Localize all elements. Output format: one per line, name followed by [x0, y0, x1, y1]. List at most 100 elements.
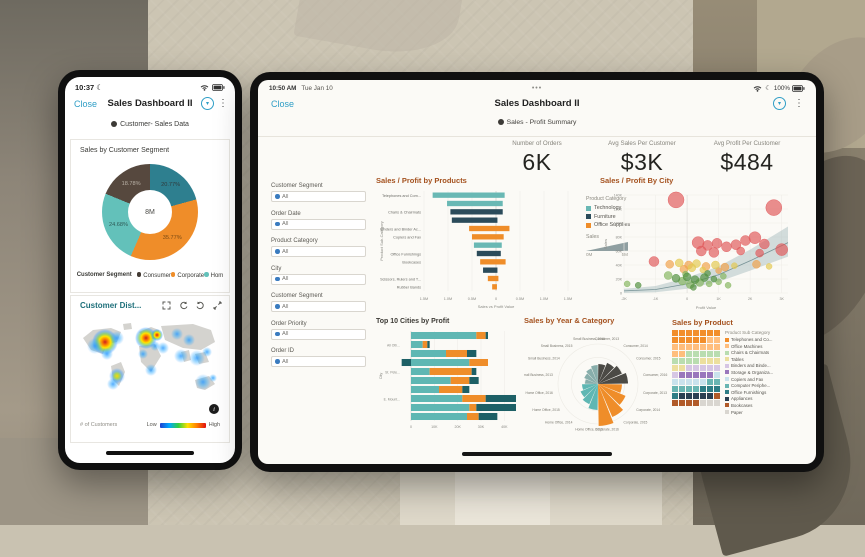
svg-text:Sales vs Profit Value: Sales vs Profit Value: [478, 304, 515, 309]
svg-text:City: City: [379, 373, 383, 380]
waffle-cell: [707, 372, 713, 378]
legend-item[interactable]: Hom: [204, 272, 223, 279]
offline-sync-icon[interactable]: ▾: [201, 97, 214, 110]
waffle-cell: [707, 386, 713, 392]
filter-city[interactable]: City All: [271, 266, 366, 285]
svg-text:40K: 40K: [616, 263, 623, 267]
close-button[interactable]: Close: [271, 99, 295, 109]
waffle-cell: [714, 337, 720, 343]
filter-customer-segment[interactable]: Customer Segment All: [271, 183, 366, 202]
svg-text:0: 0: [686, 297, 688, 301]
datasource-label: Sales - Profit Summary: [258, 119, 816, 126]
svg-text:Home Office, 2013: Home Office, 2013: [575, 427, 603, 431]
info-button[interactable]: i: [209, 404, 219, 414]
legend-item[interactable]: Binders and Binde...: [725, 363, 791, 368]
legend-item[interactable]: Technology: [586, 205, 640, 211]
svg-text:0.5M: 0.5M: [516, 297, 524, 301]
size-ramp: [586, 242, 628, 251]
waffle-cell: [707, 365, 713, 371]
expand-icon[interactable]: [162, 301, 171, 310]
legend-item[interactable]: Chairs & Chairmats: [725, 350, 791, 355]
waffle-cell: [693, 379, 699, 385]
legend-item[interactable]: Paper: [725, 410, 791, 415]
legend-item[interactable]: Furniture: [586, 214, 640, 220]
top10-cities-chart[interactable]: Top 10 Cities by Profit 0 10K 20K 30K 40K All…: [376, 318, 524, 438]
filter-order-priority[interactable]: Order Priority All: [271, 321, 366, 340]
kpi-label: Avg Sales Per Customer: [608, 140, 676, 147]
close-button[interactable]: Close: [74, 99, 98, 109]
waffle-cell: [700, 379, 706, 385]
dnd-moon-icon: ☾: [765, 85, 771, 92]
donut-segment-label: 18.78%: [121, 180, 141, 187]
offline-sync-icon[interactable]: ▾: [773, 97, 786, 110]
filter-product-category[interactable]: Product Category All: [271, 238, 366, 257]
waffle-cell: [693, 372, 699, 378]
svg-text:1.0M: 1.0M: [444, 297, 452, 301]
home-indicator[interactable]: [462, 452, 612, 456]
svg-text:Consumer, 2015: Consumer, 2015: [636, 357, 660, 361]
svg-text:0: 0: [620, 291, 622, 295]
size-legend-title: Sales: [586, 234, 599, 240]
sales-by-product-waffle[interactable]: Sales by Product Product Sub Category Te…: [672, 318, 798, 436]
radial-year-category-chart[interactable]: Sales by Year & Category Consumer, 2013 C…: [521, 316, 672, 438]
legend-item[interactable]: Office Machines: [725, 344, 791, 349]
svg-text:-2K: -2K: [621, 297, 627, 301]
legend-title: Product Category: [586, 196, 627, 202]
donut-chart[interactable]: 8M 20.77% 35.77% 24.68% 18.78%: [102, 164, 198, 260]
svg-text:Small Business, 2015: Small Business, 2015: [541, 344, 573, 348]
datasource-icon: [111, 121, 118, 127]
waffle-cell: [679, 379, 685, 385]
waffle-cell: [686, 351, 692, 357]
svg-text:Home Office, 2016: Home Office, 2016: [525, 391, 553, 395]
legend-item[interactable]: Storage & Organiza...: [725, 370, 791, 375]
svg-text:2K: 2K: [748, 297, 753, 301]
waffle-cell: [700, 400, 706, 406]
chart-title: Top 10 Cities by Profit: [376, 318, 450, 325]
filter-order-date[interactable]: Order Date All: [271, 211, 366, 230]
legend-item[interactable]: Bookcases: [725, 403, 791, 408]
legend-item[interactable]: Copiers and Fax: [725, 377, 791, 382]
waffle-cell: [672, 386, 678, 392]
svg-text:Product Sub-Category: Product Sub-Category: [379, 221, 384, 261]
chart-title: Sales / Profit by Products: [376, 176, 467, 185]
legend-item[interactable]: Appliances: [725, 396, 791, 401]
svg-text:3K: 3K: [779, 297, 784, 301]
products-bar-chart[interactable]: Sales / Profit by Products 1.5M 1.0M 0.5M 0…: [376, 176, 582, 314]
svg-text:1K: 1K: [716, 297, 721, 301]
waffle-cell: [686, 386, 692, 392]
legend-item[interactable]: Computer Periphe...: [725, 383, 791, 388]
waffle-cell: [700, 330, 706, 336]
waffle-cell: [700, 344, 706, 350]
legend-item[interactable]: Telephones and Co...: [725, 337, 791, 342]
donut-center-value: 8M: [128, 190, 172, 234]
waffle-cell: [672, 337, 678, 343]
customer-heatmap[interactable]: [77, 318, 223, 418]
filter-order-id[interactable]: Order ID All: [271, 348, 366, 367]
fullscreen-icon[interactable]: [213, 301, 222, 310]
city-scatter-chart[interactable]: Sales / Profit By City 0 20K 40K 60K 80K 100K…: [600, 176, 796, 314]
overflow-menu-button[interactable]: ⋮: [218, 97, 228, 109]
kpi-avg-profit: Avg Profit Per Customer $484: [696, 140, 798, 176]
legend-item[interactable]: Tables: [725, 357, 791, 362]
donut-chart-card[interactable]: Sales by Customer Segment 8M 20.77% 35.77…: [70, 139, 230, 293]
header-divider: [258, 136, 816, 137]
undo-icon[interactable]: [179, 301, 188, 310]
waffle-cell: [693, 344, 699, 350]
redo-icon[interactable]: [196, 301, 205, 310]
map-card[interactable]: Customer Dist...: [70, 295, 230, 443]
home-indicator[interactable]: [106, 451, 194, 455]
waffle-cell: [679, 365, 685, 371]
overflow-menu-button[interactable]: ⋮: [794, 97, 804, 109]
legend-item[interactable]: Office Supplies: [586, 222, 640, 228]
map-measure-label: # of Customers: [80, 422, 118, 428]
legend-item[interactable]: Corporate: [170, 272, 204, 279]
waffle-cell: [714, 330, 720, 336]
waffle-cell: [693, 393, 699, 399]
legend-item[interactable]: Office Furnishings: [725, 390, 791, 395]
waffle-cell: [679, 372, 685, 378]
legend-item[interactable]: Consumer: [136, 272, 171, 279]
waffle-cell: [686, 400, 692, 406]
svg-text:-1K: -1K: [653, 297, 659, 301]
waffle-cell: [672, 330, 678, 336]
filter-customer-segment[interactable]: Customer Segment All: [271, 293, 366, 312]
